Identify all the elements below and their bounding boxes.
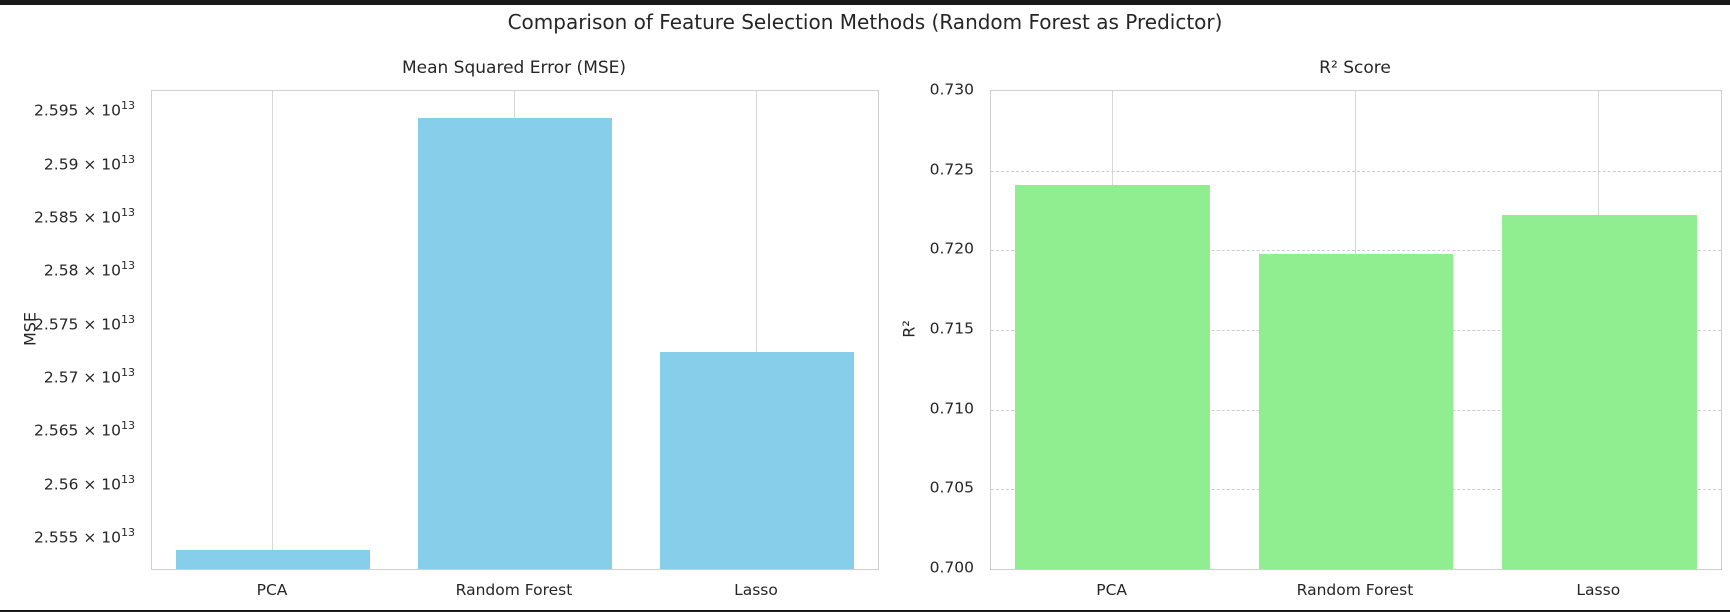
y-tick-label: 2.59 × 1013 (43, 152, 135, 173)
mse-chart-title: Mean Squared Error (MSE) (401, 58, 627, 78)
mse-y-tick-labels: 2.555 × 1013 2.56 × 1013 2.565 × 1013 2.57 … (0, 90, 143, 568)
y-tick-label: 0.710 (929, 398, 974, 417)
mse-plot-area (151, 90, 879, 570)
vertical-gridline (755, 91, 757, 569)
x-tick-label-random-forest: Random Forest (1296, 581, 1414, 599)
x-tick-label-pca: PCA (1096, 581, 1128, 599)
y-tick-label: 2.595 × 1013 (34, 99, 135, 120)
r2-x-tick-labels: PCA Random Forest Lasso (990, 581, 1720, 601)
y-tick-label: 2.58 × 1013 (43, 259, 135, 280)
y-tick-label: 2.585 × 1013 (34, 206, 135, 227)
mse-bar-random-forest (418, 117, 612, 569)
x-tick-label-lasso: Lasso (1576, 581, 1621, 599)
bottom-edge-band (0, 610, 1730, 612)
y-tick-label: 0.725 (929, 159, 974, 178)
y-tick-label: 2.575 × 1013 (34, 312, 135, 333)
vertical-gridline (272, 91, 273, 569)
mse-bar-lasso (660, 352, 854, 569)
y-tick-label: 2.565 × 1013 (34, 419, 135, 440)
y-tick-label: 0.730 (929, 80, 974, 99)
x-tick-label-random-forest: Random Forest (455, 581, 573, 599)
x-tick-label-pca: PCA (256, 581, 288, 599)
y-tick-label: 0.700 (929, 558, 974, 577)
top-edge-band (0, 0, 1730, 5)
horizontal-gridline (991, 250, 1721, 252)
x-tick-label-lasso: Lasso (734, 581, 778, 599)
mse-x-tick-labels: PCA Random Forest Lasso (151, 581, 877, 601)
figure-title: Comparison of Feature Selection Methods … (507, 10, 1223, 34)
y-tick-label: 2.56 × 1013 (43, 472, 135, 494)
y-tick-label: 0.715 (929, 319, 974, 338)
y-tick-label: 0.705 (929, 478, 974, 497)
mse-bar-pca (176, 549, 370, 569)
r2-chart-title: R² Score (1319, 58, 1391, 78)
y-tick-label: 2.555 × 1013 (34, 526, 135, 547)
y-tick-label: 2.57 × 1013 (43, 366, 135, 387)
r2-bar-random-forest (1258, 253, 1454, 569)
r2-plot-area (990, 90, 1722, 570)
r2-bar-lasso (1502, 215, 1697, 569)
r2-y-tick-labels: 0.700 0.705 0.710 0.715 0.720 0.725 0.730 (847, 82, 982, 576)
y-tick-label: 0.720 (929, 239, 974, 258)
r2-bar-pca (1015, 185, 1210, 569)
horizontal-gridline (991, 170, 1721, 172)
